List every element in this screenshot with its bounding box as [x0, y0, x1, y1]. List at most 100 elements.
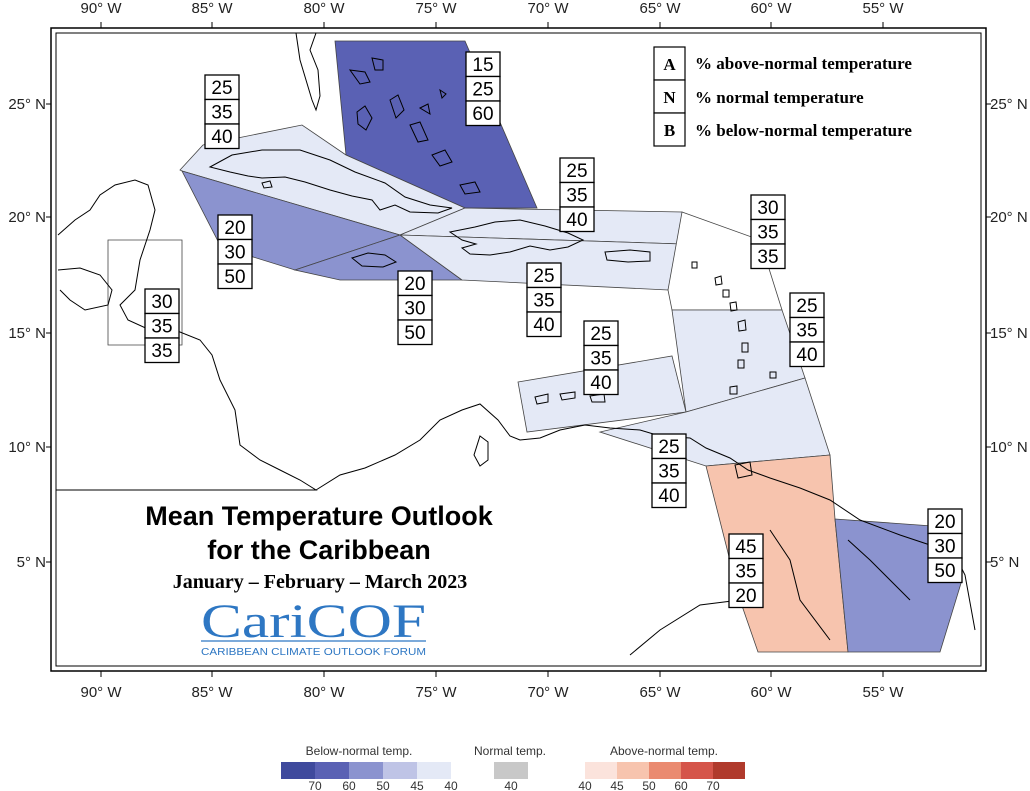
prob-box-belize: 30 35 35 [144, 288, 180, 364]
title-block: Mean Temperature Outlook for the Caribbe… [145, 501, 494, 593]
central-america-coast [56, 179, 318, 491]
prob-above: 25 [533, 266, 554, 287]
scale-swatch-above [617, 762, 649, 779]
prob-below: 50 [404, 323, 425, 344]
scale-title-normal: Normal temp. [474, 744, 546, 758]
prob-cell [583, 344, 619, 371]
prob-box-jamaica: 20 30 50 [397, 270, 433, 346]
lat-label: 15° N [990, 325, 1028, 342]
scale-swatch-below [349, 762, 383, 779]
scale-swatch-below [315, 762, 349, 779]
prob-cell [651, 433, 687, 460]
yucatan-inner-coast [57, 267, 113, 311]
scale-title-below: Below-normal temp. [306, 744, 413, 758]
lat-label: 5° N [17, 554, 46, 571]
prob-above: 45 [735, 537, 756, 558]
prob-above: 25 [211, 78, 232, 99]
caricof-logo: CariCOF CARIBBEAN CLIMATE OUTLOOK FORUM [201, 595, 426, 658]
scale-swatch-normal [494, 762, 528, 779]
prob-cell [144, 337, 180, 364]
lon-label: 80° W [303, 684, 345, 701]
prob-cell [651, 482, 687, 509]
prob-box-bahamas: 15 25 60 [465, 51, 501, 127]
prob-normal: 35 [757, 223, 778, 244]
puerto-rico-coast [604, 249, 651, 263]
prob-normal: 35 [735, 562, 756, 583]
scale-tick-below: 60 [342, 779, 356, 791]
key-letter-a: A [663, 55, 676, 74]
prob-normal: 35 [533, 291, 554, 312]
prob-cell [397, 294, 433, 321]
prob-normal: 35 [658, 462, 679, 483]
probability-boxes: 15 25 60 25 35 40 20 30 50 20 30 50 25 35 40 25 35 40 30 35… [144, 51, 963, 609]
prob-below: 40 [796, 345, 817, 366]
scale-tick-above: 40 [578, 779, 592, 791]
prob-below: 20 [735, 586, 756, 607]
scale-tick-above: 45 [610, 779, 624, 791]
lon-labels-bottom: 90° W 85° W 80° W 75° W 70° W 65° W 60° … [80, 684, 904, 701]
prob-cell [750, 243, 786, 270]
scale-tick-below: 40 [444, 779, 458, 791]
lat-label: 25° N [990, 96, 1028, 113]
prob-cell [789, 341, 825, 368]
lon-label: 55° W [862, 684, 904, 701]
key-text-n: % normal temperature [695, 88, 864, 107]
scale-swatch-above [681, 762, 713, 779]
prob-box-cuba-south: 20 30 50 [217, 214, 253, 290]
scale-title-above: Above-normal temp. [610, 744, 718, 758]
prob-normal: 30 [934, 537, 955, 558]
prob-cell [526, 311, 562, 338]
prob-cell [397, 270, 433, 297]
prob-cell [927, 557, 963, 584]
lat-label: 5° N [990, 554, 1019, 571]
prob-cell [217, 263, 253, 290]
lake-maracaibo-coast [473, 435, 489, 467]
prob-below: 60 [472, 104, 493, 125]
color-scale: Below-normal temp. Normal temp. Above-no… [281, 744, 745, 791]
florida-coast [295, 32, 321, 112]
logo-subtitle: CARIBBEAN CLIMATE OUTLOOK FORUM [201, 646, 426, 658]
prob-above: 25 [796, 296, 817, 317]
prob-below: 35 [757, 247, 778, 268]
axis-ticks [46, 22, 991, 677]
bahamas-coast [348, 57, 481, 195]
lat-label: 20° N [990, 209, 1028, 226]
lon-labels-top: 90° W 85° W 80° W 75° W 70° W 65° W 60° … [80, 0, 904, 17]
prob-normal: 35 [590, 349, 611, 370]
prob-box-windwards: 25 35 40 [789, 292, 825, 368]
prob-cell [397, 319, 433, 346]
lon-label: 65° W [639, 684, 681, 701]
prob-cell [583, 320, 619, 347]
lat-label: 20° N [8, 209, 46, 226]
interior-border [629, 529, 911, 656]
prob-above: 20 [934, 512, 955, 533]
lon-label: 90° W [80, 684, 122, 701]
prob-normal: 30 [224, 243, 245, 264]
prob-below: 40 [566, 210, 587, 231]
prob-normal: 35 [796, 321, 817, 342]
prob-cell [728, 557, 764, 584]
prob-cell [559, 206, 595, 233]
prob-cell [465, 100, 501, 127]
prob-cell [204, 98, 240, 125]
lon-label: 85° W [191, 0, 233, 17]
scale-swatch-above [713, 762, 745, 779]
isle-youth-coast [261, 180, 273, 189]
prob-below: 40 [211, 127, 232, 148]
prob-cell [750, 218, 786, 245]
prob-box-northern-leewards: 30 35 35 [750, 194, 786, 270]
prob-box-hispaniola-north: 25 35 40 [559, 157, 595, 233]
coastlines [56, 32, 976, 656]
lat-label: 10° N [8, 439, 46, 456]
prob-normal: 35 [211, 103, 232, 124]
lat-label: 15° N [8, 325, 46, 342]
prob-box-guyana: 45 35 20 [728, 533, 764, 609]
key-box-a [653, 46, 686, 81]
south-america-coast [315, 403, 976, 631]
prob-normal: 35 [151, 317, 172, 338]
hispaniola-coast [448, 219, 585, 256]
lat-label: 10° N [990, 439, 1028, 456]
lat-labels-left: 25° N 20° N 15° N 10° N 5° N [8, 96, 46, 571]
prob-above: 25 [658, 437, 679, 458]
region-bahamas [334, 40, 538, 209]
